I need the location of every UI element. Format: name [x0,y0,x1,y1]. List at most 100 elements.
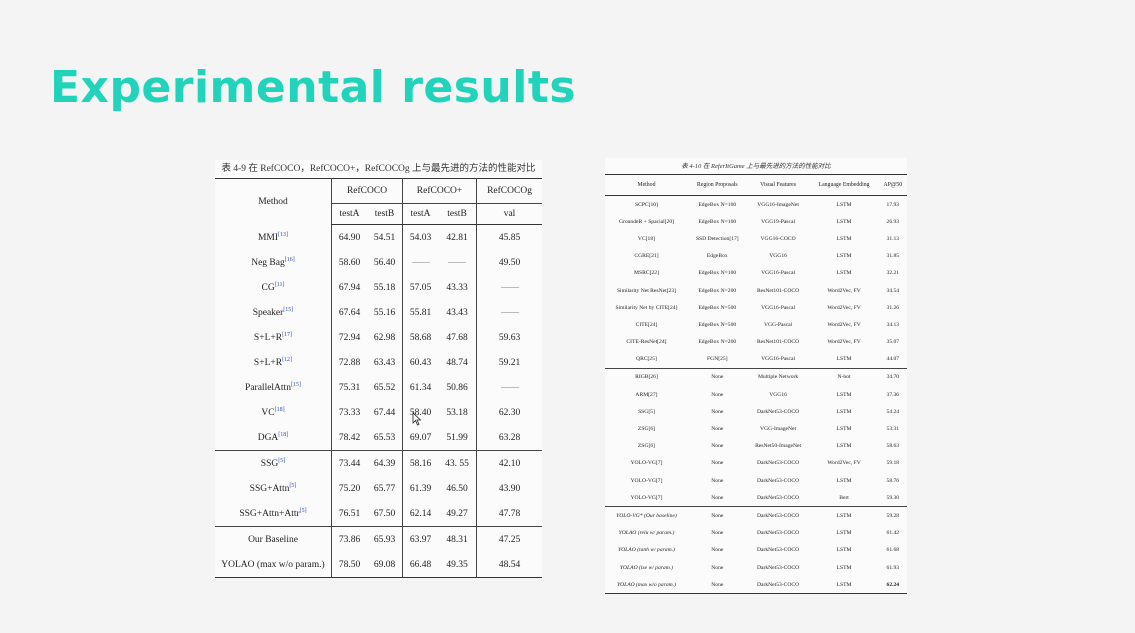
method-name: ParallelAttn [245,383,291,394]
value-cell: 42.10 [476,450,542,476]
method-cell: S+L+R[17] [215,325,332,350]
value-cell: DarkNet53-COCO [756,530,800,537]
value-cell: 73.33 [331,400,367,425]
value-cell: 62.98 [373,332,396,343]
group-header-refcoco: RefCOCO [331,178,403,204]
method-name: S+L+R [253,333,283,344]
citation-ref: [18] [278,431,289,438]
value-cell: 64.39 [367,450,403,476]
value-cell: 58.40 [402,400,438,425]
value-cell: 46.50 [446,483,468,494]
value-cell: VGG16 [769,391,787,398]
value-cell: YOLO-VG[7] [630,460,663,467]
value-cell: 61.42 [886,530,900,537]
value-cell: 55.81 [402,300,438,325]
value-cell: 43.90 [476,476,542,501]
value-cell: EdgeBox N=100 [698,201,737,208]
method-name: CG [261,283,275,294]
value-cell: 17.93 [886,201,900,208]
method-cell: VC[18] [215,400,332,425]
method-name: Speaker [252,308,284,319]
value-cell: DarkNet53-COCO [756,408,800,415]
table-row: YOLAO (tanh w/ param.) None DarkNet53-COCO… [605,542,907,559]
method-name: MMI [257,232,279,243]
value-cell: 58.76 [886,477,900,484]
value-cell: None [711,391,724,398]
value-cell: ResNet101-COCO [756,339,800,346]
value-cell: 31.26 [886,304,900,311]
method-cell: CG[11] [215,275,332,300]
table-row: YOLO-VG* (Our baseline) None DarkNet53-COC… [605,506,907,525]
subheader-testa: testA [331,203,367,225]
subheader-testb: testB [438,203,477,225]
method-name: SSG [260,459,279,470]
value-cell: 62.30 [476,400,542,425]
table-row: SSG+Attn+Attr[5] 76.51 67.50 62.14 49.27 47.7… [215,501,542,527]
value-cell: 75.31 [331,375,367,400]
value-cell: Word2Vec, FV [827,321,861,328]
table-row: ARM[27] None VGG16 LSTM 37.36 [605,386,907,403]
col-header-language-embedding: Language Embedding [809,174,879,196]
value-cell: ZSG[6] [637,443,656,450]
value-cell: 61.93 [886,564,900,571]
method-name: DGA [257,433,279,444]
citation-ref: [15] [283,306,294,313]
value-cell: ZSG[6] [637,426,656,433]
value-cell: LSTM [836,218,852,225]
value-cell: 73.86 [331,526,367,552]
method-name: SSG+Attn+Attr [239,509,300,520]
value-cell: 67.64 [331,300,367,325]
group-header-refcocoplus: RefCOCO+ [401,178,477,204]
table-row: SSG[5] 73.44 64.39 58.16 43. 55 42.10 [215,450,542,476]
value-cell: YOLAO (tanh w/ param.) [618,547,675,554]
col-header-visual-features: Visual Features [746,174,810,196]
citation-ref: [17] [282,331,293,338]
col-header-method: Method [605,174,688,196]
value-cell [402,250,438,275]
value-cell: VGG16-Pascal [761,356,796,363]
table-row: YOLAO (relu w/ param.) None DarkNet53-COCO… [605,525,907,542]
method-cell: SSG+Attn+Attr[5] [215,501,332,527]
value-cell: None [711,477,724,484]
value-cell: Word2Vec, FV [827,287,861,294]
value-cell: 72.94 [331,325,367,350]
empty-dash [411,261,430,263]
table-row: CITE-ResNet[24] EdgeBox N=200 ResNet101-CO… [605,334,907,351]
value-cell: EdgeBox N=200 [698,287,737,294]
value-cell: 35.07 [886,339,900,346]
table-row: YOLO-VG[7] None DarkNet53-COCO Bert 59.30 [605,489,907,507]
group-header-refcocog: RefCOCOg [476,178,542,204]
value-cell: 69.08 [373,559,396,570]
value-cell: 64.90 [331,224,367,250]
value-cell: VGG16 [769,253,787,260]
value-cell: 44.07 [886,356,900,363]
value-cell: 48.74 [446,357,468,368]
value-cell: 34.13 [886,321,900,328]
table-row: ParallelAttn[15] 75.31 65.52 61.34 50.86 [215,375,542,400]
value-cell: 49.50 [476,250,542,275]
value-cell: VGG16-COCO [760,235,796,242]
value-cell: 59.21 [476,350,542,375]
value-cell: LSTM [836,547,852,554]
value-cell [476,275,542,300]
value-cell [476,375,542,400]
value-cell: LSTM [836,356,852,363]
table-row: ZSG[6] None VGG-ImageNet LSTM 53.31 [605,420,907,437]
value-cell: 43.33 [446,282,468,293]
method-name: Neg Bag [251,258,285,269]
table-row: QRC[25] FGN[25] VGG16-Pascal LSTM 44.07 [605,351,907,369]
citation-ref: [5] [299,507,307,514]
value-cell: 47.78 [476,501,542,527]
value-cell: VGG19-Pascal [761,218,796,225]
empty-dash [448,261,467,263]
value-cell: ResNet50-ImageNet [755,443,802,450]
table-row: YOLO-VG[7] None DarkNet53-COCO Word2Vec, FV… [605,455,907,472]
value-cell: None [711,426,724,433]
value-cell: 54.03 [402,224,438,250]
value-cell: MSRC[22] [634,270,659,277]
table-row: SSG+Attn[5] 75.20 65.77 61.39 46.50 43.90 [215,476,542,501]
value-cell: 31.13 [886,235,900,242]
value-cell: 61.34 [402,375,438,400]
table-row: Similarity Net ResNet[23] EdgeBox N=200 Re… [605,282,907,299]
refcoco-results-table: Method RefCOCO RefCOCO+ RefCOCOg testA t… [215,178,542,578]
